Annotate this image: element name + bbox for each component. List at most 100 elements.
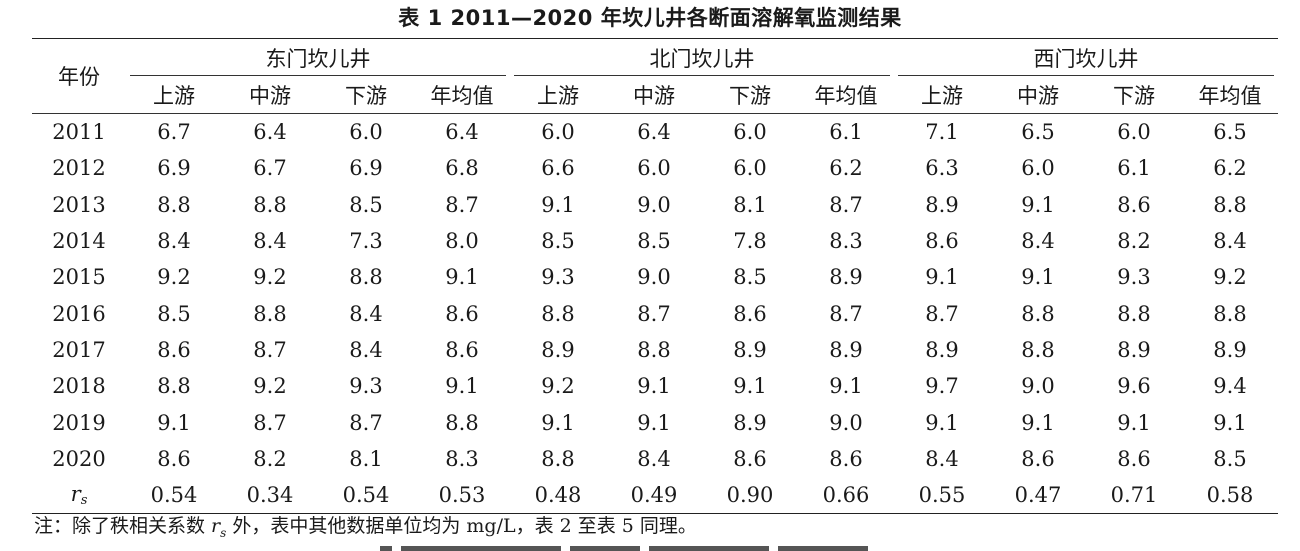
value-cell-west-downstream: 8.6: [1117, 192, 1151, 217]
value-cell-east-midstream: 9.2: [253, 265, 287, 290]
value-cell-west-midstream: 6.0: [1021, 156, 1055, 181]
table-row: 2011 6.7 6.4 6.0 6.4 6.0 6.4 6.0 6.1 7.1 6.5 6.0 6.5: [32, 114, 1278, 151]
rs-cell-north-annual-mean: 0.66: [822, 483, 870, 508]
value-cell-west-downstream: 6.0: [1117, 120, 1151, 145]
sub-header-west-midstream: 中游: [990, 76, 1086, 114]
value-cell-north-midstream: 9.1: [637, 410, 671, 435]
value-cell-east-upstream: 8.8: [157, 374, 191, 399]
year-cell: 2018: [52, 374, 106, 399]
value-cell-east-upstream: 9.1: [157, 410, 191, 435]
rs-cell-west-upstream: 0.55: [918, 483, 966, 508]
value-cell-east-midstream: 8.4: [253, 229, 287, 254]
value-cell-north-midstream: 8.8: [637, 337, 671, 362]
value-cell-north-downstream: 9.1: [733, 374, 767, 399]
table-row: 2012 6.9 6.7 6.9 6.8 6.6 6.0 6.0 6.2 6.3 6.0 6.1 6.2: [32, 150, 1278, 186]
value-cell-east-midstream: 8.7: [253, 337, 287, 362]
value-cell-north-annual-mean: 8.6: [829, 446, 863, 471]
data-table: 年份 东门坎儿井 北门坎儿井 西门坎儿井 上游 中游 下游 年均值 上游 中游 下游 年均值上…: [32, 38, 1278, 515]
value-cell-north-midstream: 9.0: [637, 265, 671, 290]
value-cell-north-downstream: 8.9: [733, 410, 767, 435]
value-cell-east-midstream: 8.8: [253, 192, 287, 217]
value-cell-east-annual-mean: 8.6: [445, 337, 479, 362]
value-cell-east-annual-mean: 8.8: [445, 410, 479, 435]
sub-header-north-upstream: 上游: [510, 76, 606, 114]
table-row: 2013 8.8 8.8 8.5 8.7 9.1 9.0 8.1 8.7 8.9 9.1 8.6 8.8: [32, 187, 1278, 223]
value-cell-north-downstream: 8.9: [733, 337, 767, 362]
group-label-north: 北门坎儿井: [649, 46, 755, 71]
table-row: 2016 8.5 8.8 8.4 8.6 8.8 8.7 8.6 8.7 8.7 8.8 8.8 8.8: [32, 295, 1278, 331]
rank-correlation-label: rs: [70, 482, 88, 509]
value-cell-north-downstream: 8.5: [733, 265, 767, 290]
group-label-east: 东门坎儿井: [265, 46, 371, 71]
value-cell-north-downstream: 6.0: [733, 156, 767, 181]
year-cell: 2012: [52, 156, 106, 181]
value-cell-east-downstream: 9.3: [349, 374, 383, 399]
value-cell-north-upstream: 9.1: [541, 192, 575, 217]
value-cell-north-midstream: 8.4: [637, 446, 671, 471]
value-cell-west-annual-mean: 8.8: [1213, 301, 1247, 326]
value-cell-north-upstream: 8.8: [541, 446, 575, 471]
cut-off-next-line: [380, 546, 920, 551]
sub-header-west-upstream: 上游: [894, 76, 990, 114]
value-cell-east-upstream: 8.4: [157, 229, 191, 254]
value-cell-east-upstream: 9.2: [157, 265, 191, 290]
value-cell-west-annual-mean: 9.4: [1213, 374, 1247, 399]
rank-correlation-row: rs 0.54 0.34 0.54 0.53 0.48 0.49 0.90 0.66 0.55 0.…: [32, 477, 1278, 514]
sub-header-west-annual-mean: 年均值: [1182, 76, 1278, 114]
sub-header-west-downstream: 下游: [1086, 76, 1182, 114]
value-cell-north-annual-mean: 9.0: [829, 410, 863, 435]
value-cell-north-upstream: 9.1: [541, 410, 575, 435]
sub-header-north-midstream: 中游: [606, 76, 702, 114]
value-cell-west-midstream: 8.8: [1021, 301, 1055, 326]
value-cell-east-downstream: 8.7: [349, 410, 383, 435]
table-row: 2017 8.6 8.7 8.4 8.6 8.9 8.8 8.9 8.9 8.9 8.8 8.9 8.9: [32, 332, 1278, 368]
value-cell-east-annual-mean: 6.8: [445, 156, 479, 181]
value-cell-north-annual-mean: 8.9: [829, 337, 863, 362]
value-cell-west-downstream: 8.6: [1117, 446, 1151, 471]
rs-cell-west-midstream: 0.47: [1014, 483, 1062, 508]
value-cell-north-downstream: 7.8: [733, 229, 767, 254]
value-cell-east-midstream: 9.2: [253, 374, 287, 399]
value-cell-west-upstream: 8.9: [925, 337, 959, 362]
value-cell-north-annual-mean: 8.3: [829, 229, 863, 254]
value-cell-east-downstream: 8.8: [349, 265, 383, 290]
table-body: 2011 6.7 6.4 6.0 6.4 6.0 6.4 6.0 6.1 7.1 6.5 6.0 6.5…: [32, 114, 1278, 514]
value-cell-north-annual-mean: 6.2: [829, 156, 863, 181]
sub-header-row: 上游 中游 下游 年均值 上游 中游 下游 年均值 上游 中游 下游 年均值: [32, 76, 1278, 114]
sub-header-east-downstream: 下游: [318, 76, 414, 114]
group-underline-north: [514, 75, 890, 76]
value-cell-north-midstream: 6.0: [637, 156, 671, 181]
sub-header-north-annual-mean: 年均值: [798, 76, 894, 114]
value-cell-east-midstream: 8.7: [253, 410, 287, 435]
value-cell-west-midstream: 9.1: [1021, 410, 1055, 435]
year-cell: 2017: [52, 337, 106, 362]
value-cell-north-midstream: 8.5: [637, 229, 671, 254]
value-cell-west-midstream: 9.1: [1021, 265, 1055, 290]
group-header-north: 北门坎儿井: [510, 39, 894, 76]
value-cell-east-annual-mean: 8.6: [445, 301, 479, 326]
value-cell-west-upstream: 9.7: [925, 374, 959, 399]
value-cell-east-upstream: 8.8: [157, 192, 191, 217]
value-cell-west-downstream: 8.8: [1117, 301, 1151, 326]
value-cell-east-downstream: 8.5: [349, 192, 383, 217]
value-cell-west-annual-mean: 6.5: [1213, 120, 1247, 145]
value-cell-west-downstream: 6.1: [1117, 156, 1151, 181]
table-caption: 表 1 2011—2020 年坎儿井各断面溶解氧监测结果: [398, 6, 902, 30]
sub-header-north-downstream: 下游: [702, 76, 798, 114]
value-cell-north-downstream: 8.1: [733, 192, 767, 217]
value-cell-east-upstream: 8.5: [157, 301, 191, 326]
value-cell-west-upstream: 8.9: [925, 192, 959, 217]
value-cell-west-annual-mean: 8.5: [1213, 446, 1247, 471]
value-cell-west-midstream: 6.5: [1021, 120, 1055, 145]
value-cell-east-upstream: 8.6: [157, 337, 191, 362]
value-cell-west-annual-mean: 9.1: [1213, 410, 1247, 435]
value-cell-east-downstream: 6.9: [349, 156, 383, 181]
value-cell-east-midstream: 6.7: [253, 156, 287, 181]
value-cell-west-annual-mean: 9.2: [1213, 265, 1247, 290]
value-cell-north-upstream: 9.2: [541, 374, 575, 399]
rs-cell-north-midstream: 0.49: [630, 483, 678, 508]
note-suffix: 外，表中其他数据单位均为 mg/L，表 2 至表 5 同理。: [226, 515, 697, 537]
value-cell-east-annual-mean: 9.1: [445, 265, 479, 290]
value-cell-east-annual-mean: 8.0: [445, 229, 479, 254]
value-cell-east-annual-mean: 6.4: [445, 120, 479, 145]
